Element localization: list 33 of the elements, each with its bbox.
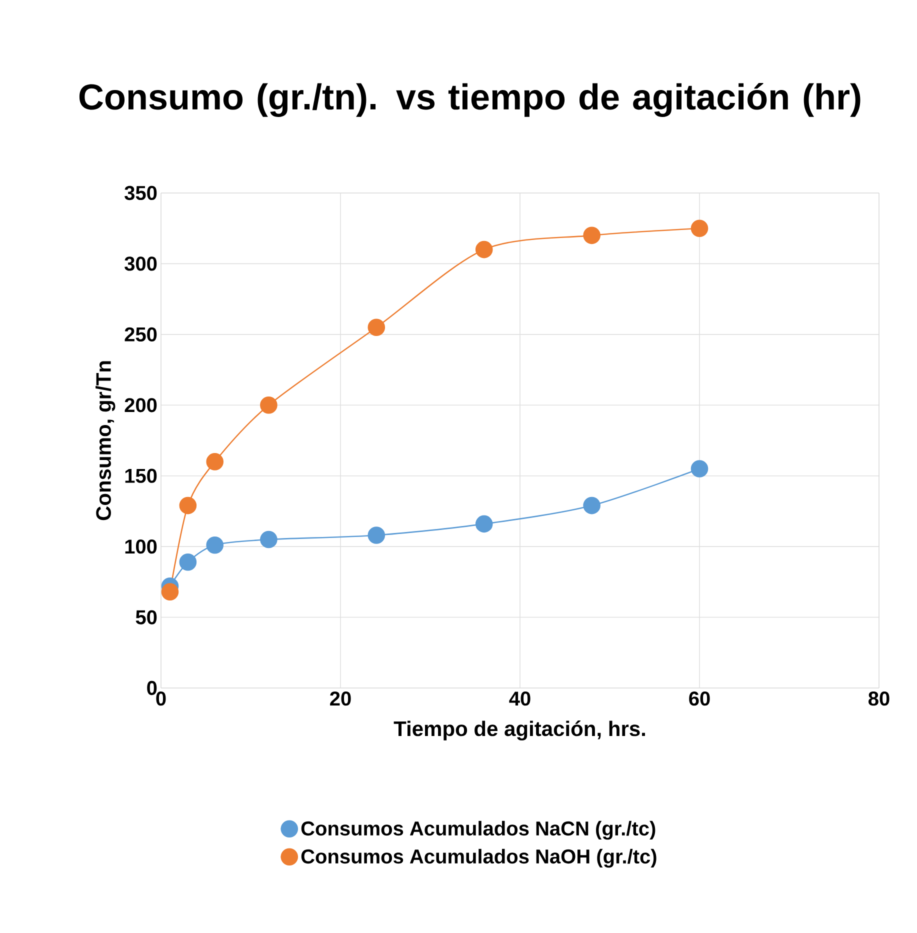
legend-label: Consumos Acumulados NaCN (gr./tc): [301, 820, 656, 840]
point: [583, 226, 600, 244]
point: [368, 318, 386, 336]
y-tick-label: 300: [124, 256, 157, 271]
point: [161, 583, 179, 600]
point: [583, 496, 600, 514]
point: [179, 553, 197, 571]
y-tick-label: 0: [147, 680, 157, 696]
y-tick-label: 100: [125, 539, 157, 554]
y-tick-label: 200: [124, 398, 157, 412]
y-tick-label: 350: [124, 186, 157, 200]
x-tick-label: 80: [868, 692, 890, 706]
point: [179, 496, 197, 514]
x-tick-label: 60: [689, 692, 710, 706]
point: [206, 536, 224, 554]
y-tick-label: 50: [136, 610, 157, 624]
y-axis-title: Consumo, gr/Tn: [96, 361, 116, 520]
point: [690, 460, 708, 478]
point: [260, 530, 278, 548]
x-tick-label: 40: [509, 692, 530, 706]
point: [690, 220, 708, 237]
x-tick-label: 20: [330, 692, 351, 706]
chart-title: Consumo (gr./tn). vs tiempo de agitación (hr): [79, 82, 860, 117]
point: [368, 526, 386, 544]
y-tick-label: 250: [124, 327, 157, 342]
point: [206, 453, 224, 470]
point: [475, 515, 493, 533]
point: [260, 396, 278, 414]
legend-label: Consumos Acumulados NaOH (gr./tc): [301, 848, 656, 868]
point: [475, 240, 493, 258]
y-tick-label: 150: [125, 468, 157, 483]
x-axis-title: Tiempo de agitación, hrs.: [394, 720, 645, 740]
x-tick-label: 0: [156, 692, 166, 706]
